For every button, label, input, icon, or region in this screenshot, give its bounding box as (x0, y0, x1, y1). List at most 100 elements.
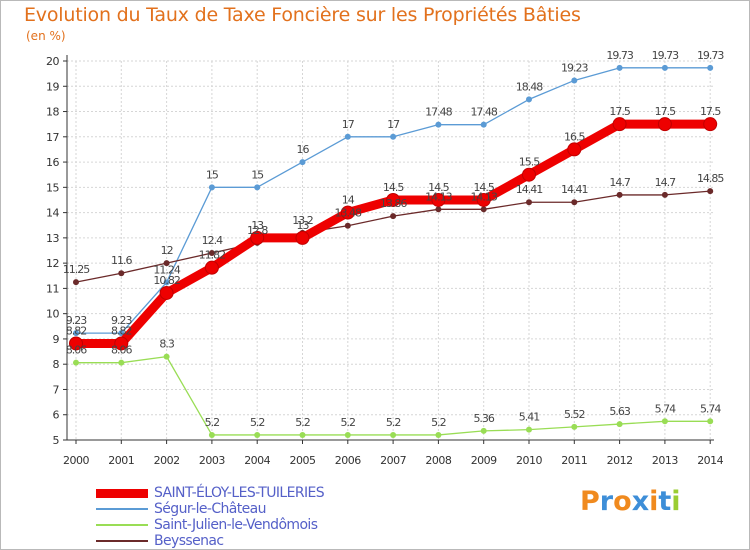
data-label: 14.7 (655, 176, 676, 189)
y-tick-label: 16 (46, 156, 59, 169)
data-label: 5.63 (609, 405, 630, 418)
y-tick-label: 13 (46, 232, 59, 245)
x-tick-label: 2005 (290, 454, 316, 467)
data-point (435, 206, 442, 213)
data-point (254, 184, 261, 191)
data-point (390, 133, 397, 140)
x-tick-label: 2009 (471, 454, 497, 467)
data-point (340, 205, 355, 220)
data-label: 5.2 (341, 416, 356, 429)
data-label: 8.82 (66, 324, 87, 337)
y-tick-label: 15 (46, 181, 59, 194)
data-point (431, 192, 446, 207)
data-point (208, 250, 215, 257)
data-point (661, 418, 668, 425)
data-point (73, 359, 79, 366)
data-label: 9.23 (111, 314, 132, 327)
data-label: 14.13 (425, 190, 452, 203)
legend-swatch (96, 524, 148, 526)
data-point (344, 222, 351, 229)
data-point (118, 330, 125, 337)
data-point (612, 117, 627, 132)
data-point (299, 431, 306, 438)
data-point (661, 191, 668, 198)
data-point (526, 199, 532, 206)
legend-label: Beyssenac (154, 533, 224, 549)
data-point (571, 423, 578, 430)
data-label: 11.82 (199, 249, 226, 262)
data-label: 12.4 (202, 234, 223, 247)
data-point (163, 260, 170, 267)
x-tick-label: 2014 (697, 454, 723, 467)
x-tick-label: 2012 (607, 454, 633, 467)
logo-letter: t (658, 486, 672, 517)
x-tick-label: 2000 (63, 454, 89, 467)
chart-title: Evolution du Taux de Taxe Foncière sur l… (24, 4, 581, 26)
data-label: 19.73 (606, 49, 633, 62)
data-label: 5.41 (519, 411, 540, 424)
y-tick-label: 12 (46, 257, 59, 270)
data-point (571, 199, 578, 206)
data-label: 5.52 (564, 408, 585, 421)
data-label: 5.74 (700, 402, 721, 415)
data-label: 16.5 (564, 130, 585, 143)
data-point (390, 431, 397, 438)
legend: SAINT-ÉLOY-LES-TUILERIES Ségur-le-Château… (96, 485, 396, 549)
data-label: 18.48 (516, 80, 543, 93)
data-point (386, 192, 401, 207)
data-label: 14.5 (473, 181, 494, 194)
data-point (661, 64, 668, 71)
data-point (707, 188, 714, 195)
data-point (204, 260, 219, 275)
data-point (657, 117, 672, 132)
data-point (118, 270, 125, 277)
data-point (208, 431, 215, 438)
data-label: 8.82 (111, 324, 132, 337)
data-label: 17.5 (609, 105, 630, 118)
y-tick-label: 18 (46, 106, 59, 119)
data-point (703, 117, 718, 132)
logo-letter: i (671, 486, 681, 517)
data-point (163, 353, 170, 360)
data-label: 5.2 (295, 416, 310, 429)
data-label: 5.2 (205, 416, 220, 429)
legend-item: Saint-Julien-le-Vendômois (96, 517, 396, 533)
data-point (616, 64, 623, 71)
data-label: 19.73 (697, 49, 724, 62)
data-label: 17 (387, 118, 400, 131)
data-point (208, 184, 215, 191)
data-label: 11.6 (111, 254, 132, 267)
legend-item: SAINT-ÉLOY-LES-TUILERIES (96, 485, 396, 501)
logo-letter: o (613, 486, 632, 517)
data-point (435, 121, 442, 128)
data-point (250, 230, 265, 245)
data-label: 12.8 (247, 224, 268, 237)
data-point (480, 121, 487, 128)
data-label: 17.48 (425, 106, 452, 119)
data-label: 5.36 (473, 412, 494, 425)
data-point (299, 159, 306, 166)
logo-letter: x (631, 486, 650, 517)
data-point (522, 167, 536, 182)
legend-swatch (96, 508, 148, 510)
x-tick-label: 2003 (199, 454, 225, 467)
x-tick-label: 2007 (380, 454, 406, 467)
data-label: 10.82 (153, 274, 180, 287)
data-label: 8.06 (111, 344, 132, 357)
logo-letter: i (649, 486, 659, 517)
y-tick-label: 8 (53, 358, 60, 371)
data-label: 17.5 (700, 105, 721, 118)
data-label: 13.48 (335, 207, 362, 220)
data-point (480, 206, 487, 213)
data-point (390, 213, 397, 220)
data-label: 17.48 (470, 106, 497, 119)
data-label: 11.24 (153, 263, 180, 276)
data-label: 14.41 (561, 183, 588, 196)
data-label: 17 (342, 118, 355, 131)
data-point (344, 431, 351, 438)
data-point (73, 330, 79, 337)
data-label: 12 (161, 244, 173, 257)
data-point (707, 418, 714, 425)
